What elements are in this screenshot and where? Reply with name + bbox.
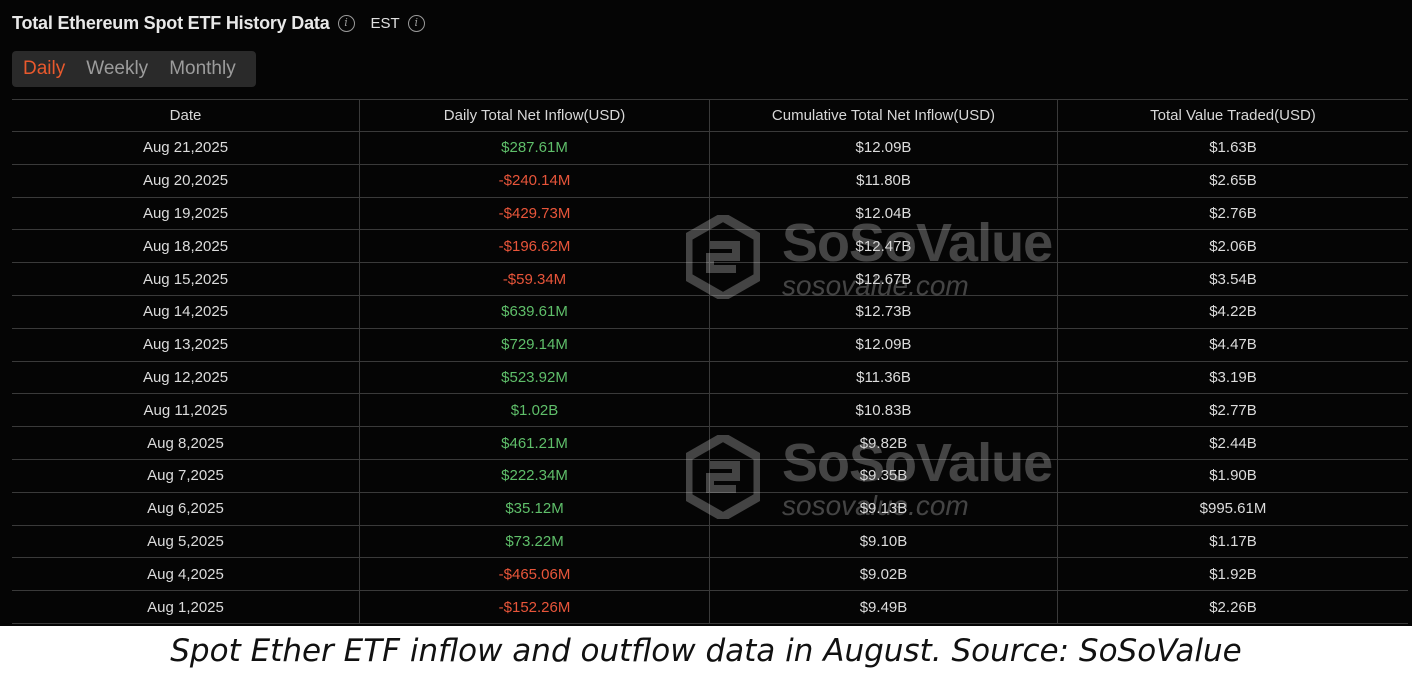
table-row[interactable]: Aug 21,2025 $287.61M $12.09B $1.63B [12,132,1408,165]
cumulative-inflow-cell: $9.49B [710,591,1058,623]
value-traded-cell: $1.17B [1209,532,1257,550]
daily-inflow-cell: -$196.62M [360,230,710,263]
table-row[interactable]: Aug 4,2025 -$465.06M $9.02B $1.92B [12,558,1408,592]
table-row[interactable]: Aug 6,2025 $35.12M $9.13B $995.61M [12,492,1408,526]
cumulative-inflow-cell: $9.13B [710,492,1058,525]
cumulative-inflow-cell: $12.73B [710,295,1058,328]
cumulative-inflow-cell: $11.36B [710,361,1058,394]
value-traded-cell: $1.90B [1209,467,1257,485]
date-cell: Aug 20,2025 [12,164,360,197]
value-traded-cell: $3.54B [1209,270,1257,288]
table-body: Aug 21,2025 $287.61M $12.09B $1.63B Aug 20,2… [12,132,1408,624]
table-row[interactable]: Aug 14,2025 $639.61M $12.73B $4.22B [12,295,1408,329]
cumulative-inflow-cell: $12.09B [710,132,1058,164]
daily-inflow-cell: $523.92M [360,361,710,394]
cumulative-inflow-cell: $9.10B [710,525,1058,558]
cumulative-inflow-cell: $12.47B [710,230,1058,263]
value-traded-cell: $2.76B [1209,204,1257,222]
timezone-info-icon[interactable]: i [407,14,425,32]
table-row[interactable]: Aug 20,2025 -$240.14M $11.80B $2.65B [12,164,1408,198]
timezone-label: EST [370,14,400,32]
value-traded-cell: $1.63B [1209,139,1257,157]
table-row[interactable]: Aug 7,2025 $222.34M $9.35B $1.90B [12,459,1408,493]
page-title: Total Ethereum Spot ETF History Data [12,12,330,33]
date-cell: Aug 4,2025 [12,558,360,591]
cumulative-inflow-cell: $12.09B [710,328,1058,361]
daily-inflow-cell: $35.12M [360,492,710,525]
value-traded-cell: $2.44B [1209,434,1257,452]
tab-monthly[interactable]: Monthly [169,58,236,79]
daily-inflow-cell: $73.22M [360,525,710,558]
daily-inflow-cell: $1.02B [360,394,710,427]
tab-weekly[interactable]: Weekly [86,58,149,79]
table-header-row: Date Daily Total Net Inflow(USD) Cumulat… [12,99,1408,132]
cumulative-inflow-cell: $10.83B [710,394,1058,427]
value-traded-cell: $2.65B [1209,172,1257,190]
date-cell: Aug 13,2025 [12,328,360,361]
daily-inflow-cell: -$429.73M [360,197,710,230]
table-row[interactable]: Aug 1,2025 -$152.26M $9.49B $2.26B [12,591,1408,624]
daily-inflow-cell: -$59.34M [360,263,710,295]
date-cell: Aug 1,2025 [12,591,360,623]
date-cell: Aug 18,2025 [12,230,360,263]
date-cell: Aug 14,2025 [12,295,360,328]
cumulative-inflow-cell: $11.80B [710,164,1058,197]
table-row[interactable]: Aug 13,2025 $729.14M $12.09B $4.47B [12,328,1408,362]
value-traded-cell: $2.26B [1209,598,1257,616]
column-header-daily-inflow[interactable]: Daily Total Net Inflow(USD) [360,100,710,131]
value-traded-cell: $4.22B [1209,303,1257,321]
daily-inflow-cell: -$465.06M [360,558,710,591]
cumulative-inflow-cell: $12.04B [710,197,1058,230]
cumulative-inflow-cell: $12.67B [710,263,1058,295]
date-cell: Aug 19,2025 [12,197,360,230]
date-cell: Aug 12,2025 [12,361,360,394]
daily-inflow-cell: $729.14M [360,328,710,361]
table-row[interactable]: Aug 5,2025 $73.22M $9.10B $1.17B [12,525,1408,559]
etf-history-panel: Total Ethereum Spot ETF History Data i E… [0,0,1412,626]
value-traded-cell: $1.92B [1209,565,1257,583]
value-traded-cell: $4.47B [1209,336,1257,354]
daily-inflow-cell: $222.34M [360,459,710,492]
daily-inflow-cell: $287.61M [360,132,710,164]
table-row[interactable]: Aug 19,2025 -$429.73M $12.04B $2.76B [12,197,1408,231]
date-cell: Aug 6,2025 [12,492,360,525]
column-header-date[interactable]: Date [12,100,360,131]
table-row[interactable]: Aug 8,2025 $461.21M $9.82B $2.44B [12,427,1408,460]
date-cell: Aug 7,2025 [12,459,360,492]
date-cell: Aug 15,2025 [12,263,360,295]
period-tabs: Daily Weekly Monthly [12,51,256,87]
date-cell: Aug 11,2025 [12,394,360,427]
column-header-value-traded[interactable]: Total Value Traded(USD) [1150,107,1316,124]
image-caption: Spot Ether ETF inflow and outflow data i… [170,633,1242,669]
daily-inflow-cell: -$240.14M [360,164,710,197]
history-table: Date Daily Total Net Inflow(USD) Cumulat… [12,99,1408,624]
date-cell: Aug 8,2025 [12,427,360,459]
daily-inflow-cell: -$152.26M [360,591,710,623]
value-traded-cell: $3.19B [1209,368,1257,386]
value-traded-cell: $995.61M [1199,500,1267,518]
value-traded-cell: $2.77B [1209,401,1257,419]
panel-header: Total Ethereum Spot ETF History Data i E… [12,10,425,36]
table-row[interactable]: Aug 18,2025 -$196.62M $12.47B $2.06B [12,230,1408,264]
table-row[interactable]: Aug 11,2025 $1.02B $10.83B $2.77B [12,394,1408,428]
tab-daily[interactable]: Daily [23,58,66,79]
value-traded-cell: $2.06B [1209,237,1257,255]
daily-inflow-cell: $639.61M [360,295,710,328]
cumulative-inflow-cell: $9.02B [710,558,1058,591]
cumulative-inflow-cell: $9.35B [710,459,1058,492]
table-row[interactable]: Aug 12,2025 $523.92M $11.36B $3.19B [12,361,1408,395]
date-cell: Aug 5,2025 [12,525,360,558]
table-row[interactable]: Aug 15,2025 -$59.34M $12.67B $3.54B [12,263,1408,296]
daily-inflow-cell: $461.21M [360,427,710,459]
info-icon[interactable]: i [337,14,355,32]
date-cell: Aug 21,2025 [12,132,360,164]
column-header-cumulative-inflow[interactable]: Cumulative Total Net Inflow(USD) [710,100,1058,131]
cumulative-inflow-cell: $9.82B [710,427,1058,459]
